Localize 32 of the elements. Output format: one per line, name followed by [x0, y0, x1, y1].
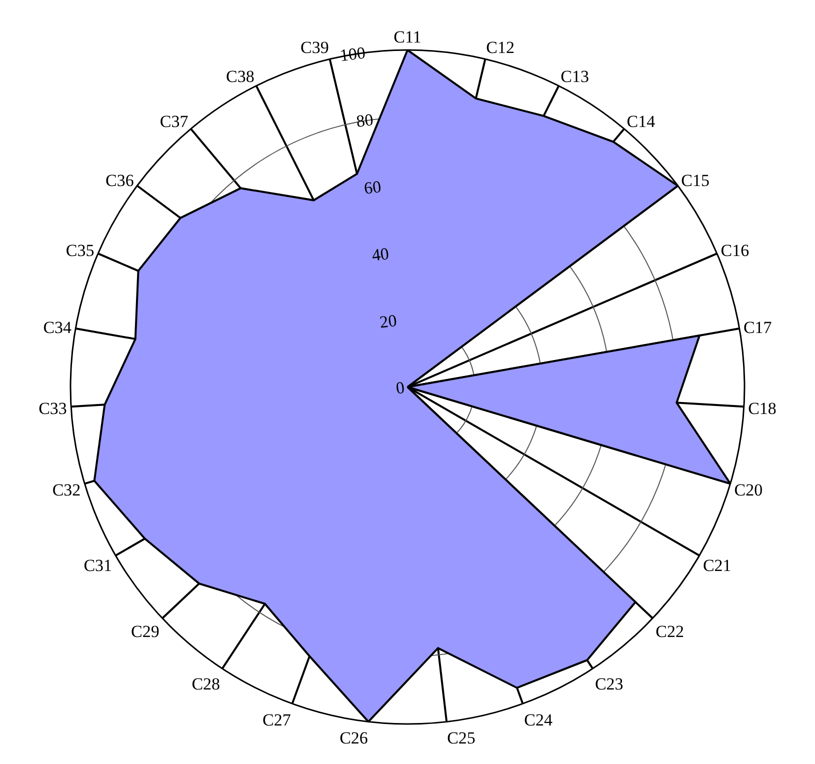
- spoke-label: C12: [486, 38, 515, 58]
- spoke-label: C32: [52, 480, 81, 500]
- spoke-label: C37: [160, 112, 189, 131]
- spoke-label: C29: [131, 622, 160, 642]
- spoke-label: C35: [66, 240, 94, 260]
- spoke-label: C13: [560, 66, 589, 86]
- spoke-label: C27: [262, 710, 292, 730]
- spoke-label: C38: [226, 66, 254, 86]
- spoke-label: C36: [106, 171, 134, 190]
- spoke-label: C22: [656, 622, 684, 642]
- spoke-label: C25: [447, 728, 476, 748]
- y-tick-label: 20: [378, 311, 398, 332]
- y-tick-label: 60: [363, 177, 382, 198]
- y-tick-label: 40: [370, 244, 390, 265]
- spoke-label: C17: [743, 318, 772, 338]
- spoke-label: C24: [524, 710, 554, 730]
- spoke-label: C11: [394, 27, 422, 46]
- spoke-label: C26: [340, 728, 368, 748]
- spoke-label: C33: [38, 398, 67, 418]
- spoke-label: C23: [594, 674, 624, 694]
- y-tick-label: 0: [394, 378, 406, 398]
- spoke-label: C18: [748, 398, 776, 418]
- spoke-label: C16: [720, 240, 750, 260]
- spoke-label: C39: [300, 38, 329, 58]
- spoke-label: C21: [702, 556, 732, 576]
- spoke-label: C28: [192, 674, 220, 694]
- spoke-label: C31: [84, 556, 112, 576]
- y-tick-label: 80: [355, 110, 374, 132]
- spoke-label: C15: [681, 171, 710, 190]
- spoke-label: C14: [626, 112, 656, 131]
- spoke-label: C20: [734, 480, 763, 500]
- spoke-label: C34: [43, 318, 72, 338]
